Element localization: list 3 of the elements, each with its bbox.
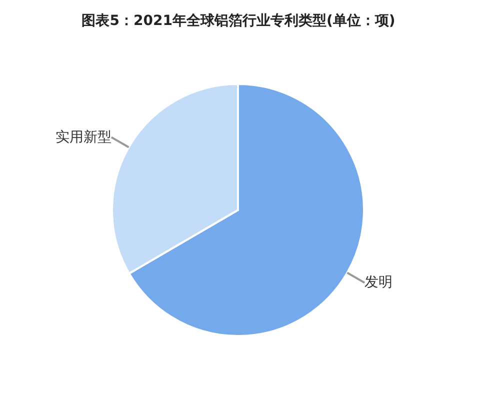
slice-label: 发明 [364, 274, 393, 291]
slice-label: 实用新型 [55, 129, 112, 146]
chart-title: 图表5：2021年全球铝箔行业专利类型(单位：项) [80, 12, 396, 31]
